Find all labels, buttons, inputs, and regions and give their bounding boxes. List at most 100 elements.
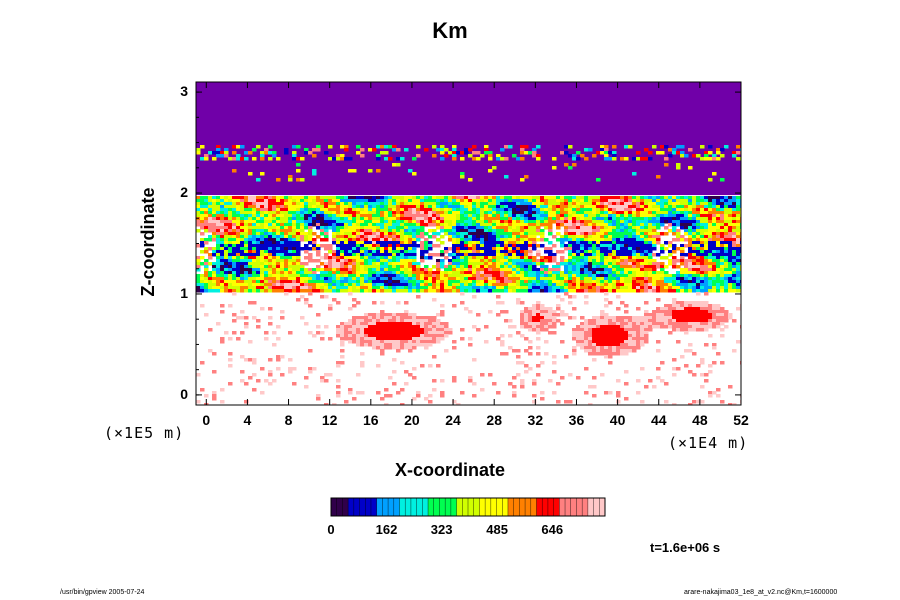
- field-cell: [364, 232, 369, 236]
- field-cell: [544, 280, 549, 284]
- field-cell: [688, 253, 693, 257]
- field-cell: [468, 268, 473, 272]
- field-cell: [712, 265, 717, 269]
- field-cell: [376, 325, 381, 329]
- field-cell: [232, 256, 237, 260]
- field-cell: [312, 196, 317, 200]
- field-cell: [456, 253, 461, 257]
- field-cell: [600, 253, 605, 257]
- field-cell: [208, 274, 213, 278]
- field-cell: [736, 229, 741, 233]
- field-cell: [488, 262, 493, 266]
- field-cell: [664, 316, 669, 320]
- field-cell: [356, 286, 361, 290]
- field-cell: [268, 199, 273, 203]
- field-cell: [500, 205, 505, 209]
- field-cell: [248, 238, 253, 242]
- field-cell: [600, 250, 605, 254]
- field-cell: [484, 211, 489, 215]
- field-cell: [300, 265, 305, 269]
- field-cell: [672, 274, 677, 278]
- field-cell: [496, 274, 501, 278]
- field-cell: [584, 283, 589, 287]
- field-cell: [380, 145, 385, 149]
- field-cell: [220, 217, 225, 221]
- field-cell: [660, 220, 665, 224]
- field-cell: [260, 226, 265, 230]
- field-cell: [288, 286, 293, 290]
- field-cell: [208, 199, 213, 203]
- field-cell: [524, 226, 529, 230]
- field-cell: [596, 202, 601, 206]
- field-cell: [508, 223, 513, 227]
- field-cell: [636, 199, 641, 203]
- field-cell: [544, 214, 549, 218]
- field-cell: [516, 298, 521, 302]
- field-cell: [348, 253, 353, 257]
- field-cell: [452, 262, 457, 266]
- field-cell: [328, 277, 333, 281]
- field-cell: [540, 202, 545, 206]
- field-cell: [288, 205, 293, 209]
- field-cell: [660, 283, 665, 287]
- field-cell: [384, 268, 389, 272]
- field-cell: [620, 214, 625, 218]
- field-cell: [536, 307, 541, 311]
- field-cell: [640, 214, 645, 218]
- field-cell: [348, 205, 353, 209]
- field-cell: [488, 256, 493, 260]
- field-cell: [600, 310, 605, 314]
- field-cell: [600, 202, 605, 206]
- field-cell: [388, 262, 393, 266]
- field-cell: [636, 250, 641, 254]
- field-cell: [324, 283, 329, 287]
- field-cell: [208, 271, 213, 275]
- field-cell: [728, 268, 733, 272]
- field-cell: [568, 247, 573, 251]
- field-cell: [616, 268, 621, 272]
- field-cell: [492, 217, 497, 221]
- field-cell: [632, 316, 637, 320]
- field-cell: [412, 271, 417, 275]
- field-cell: [332, 232, 337, 236]
- field-cell: [264, 205, 269, 209]
- field-cell: [572, 328, 577, 332]
- field-cell: [552, 217, 557, 221]
- field-cell: [356, 262, 361, 266]
- field-cell: [232, 250, 237, 254]
- field-cell: [688, 310, 693, 314]
- field-cell: [424, 238, 429, 242]
- field-cell: [448, 202, 453, 206]
- field-cell: [584, 289, 589, 293]
- field-cell: [580, 226, 585, 230]
- field-cell: [444, 274, 449, 278]
- field-cell: [716, 232, 721, 236]
- field-cell: [320, 199, 325, 203]
- field-cell: [308, 271, 313, 275]
- field-cell: [296, 223, 301, 227]
- field-cell: [200, 223, 205, 227]
- field-cell: [708, 286, 713, 290]
- field-cell: [628, 253, 633, 257]
- field-cell: [292, 202, 297, 206]
- field-cell: [728, 274, 733, 278]
- field-cell: [212, 274, 217, 278]
- field-cell: [272, 238, 277, 242]
- field-cell: [364, 229, 369, 233]
- field-cell: [272, 244, 277, 248]
- field-cell: [440, 277, 445, 281]
- field-cell: [356, 277, 361, 281]
- field-cell: [692, 301, 697, 305]
- field-cell: [512, 235, 517, 239]
- field-cell: [448, 211, 453, 215]
- field-cell: [576, 256, 581, 260]
- field-cell: [300, 262, 305, 266]
- field-cell: [604, 304, 609, 308]
- field-cell: [576, 229, 581, 233]
- field-cell: [444, 220, 449, 224]
- field-cell: [280, 220, 285, 224]
- field-cell: [404, 208, 409, 212]
- field-cell: [564, 277, 569, 281]
- field-cell: [664, 241, 669, 245]
- field-cell: [420, 268, 425, 272]
